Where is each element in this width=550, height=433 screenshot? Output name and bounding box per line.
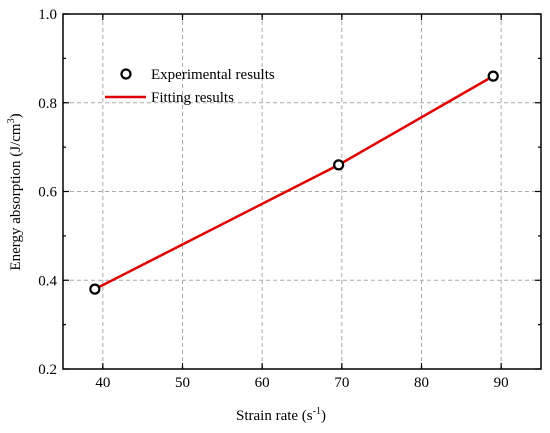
legend-label-experimental: Experimental results xyxy=(151,67,275,83)
x-tick-label: 50 xyxy=(175,375,190,391)
x-tick-label: 60 xyxy=(255,375,270,391)
y-tick-label: 0.6 xyxy=(38,185,57,201)
x-axis-label-sup: -1 xyxy=(313,406,321,417)
x-axis-label-text: Strain rate (s xyxy=(236,408,313,424)
x-tick-label: 80 xyxy=(414,375,429,391)
y-axis-label-sup: 3 xyxy=(6,118,17,123)
y-tick-label: 0.2 xyxy=(38,362,57,378)
y-tick-label: 1.0 xyxy=(38,7,57,23)
grid xyxy=(63,14,541,369)
legend-label-fitting: Fitting results xyxy=(151,90,234,106)
axes: 40 50 60 70 80 90 0.2 0.4 0.6 0.8 1.0 xyxy=(38,7,542,391)
y-tick-label: 0.8 xyxy=(38,96,57,112)
data-point xyxy=(89,283,101,295)
legend-marker-experimental xyxy=(120,68,132,80)
y-axis-label: Energy absorption (J/cm3) xyxy=(6,113,24,270)
data-points-layer xyxy=(89,70,499,295)
x-tick-label: 70 xyxy=(334,375,349,391)
data-point xyxy=(487,70,499,82)
legend: Experimental results Fitting results xyxy=(105,67,275,106)
y-axis-label-end: ) xyxy=(8,113,24,118)
fitting-line-layer xyxy=(94,75,494,291)
data-point xyxy=(333,159,345,171)
x-axis-label-end: ) xyxy=(321,408,326,424)
y-axis-label-text: Energy absorption (J/cm xyxy=(8,123,24,271)
x-tick-label: 90 xyxy=(494,375,509,391)
fitting-line xyxy=(94,75,494,291)
x-axis-label: Strain rate (s-1) xyxy=(236,406,326,424)
x-tick-label: 40 xyxy=(95,375,110,391)
y-tick-label: 0.4 xyxy=(38,273,57,289)
